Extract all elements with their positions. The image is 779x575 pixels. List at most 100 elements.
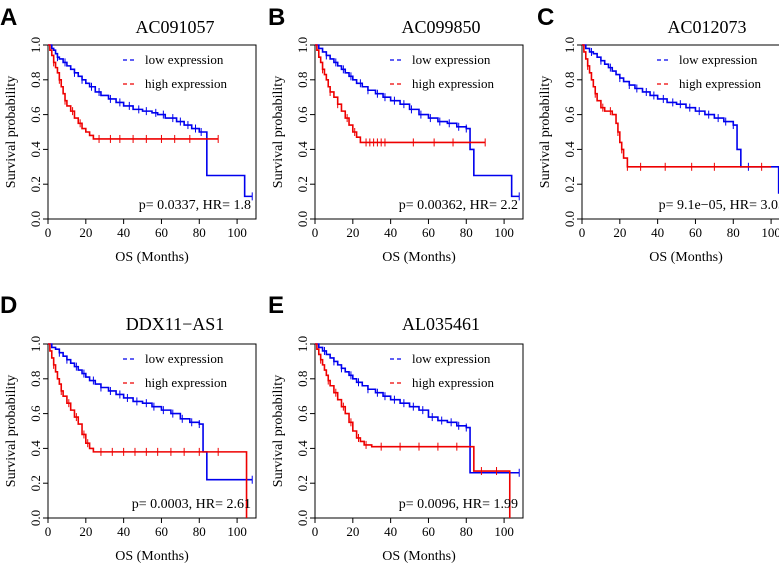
y-tick-label: 1.0 <box>295 336 310 352</box>
y-tick-label: 0.8 <box>28 371 43 387</box>
y-tick-label: 0.6 <box>28 106 43 123</box>
chart-title: AC012073 <box>667 17 746 37</box>
series-high-expression <box>48 44 219 143</box>
series-low-expression <box>315 343 520 477</box>
x-tick-label: 60 <box>155 225 168 240</box>
y-tick-label: 0.0 <box>28 510 43 526</box>
x-tick-label: 20 <box>346 524 359 539</box>
km-panel-d: D DDX11−AS1 0.0 0.2 0.4 0.6 0.8 1.0 0 20 40 60 80 100… <box>0 292 257 564</box>
y-tick-label: 0.6 <box>295 106 310 123</box>
x-tick-label: 100 <box>494 524 514 539</box>
chart-title: AC099850 <box>401 17 480 37</box>
stats-annotation: p= 0.00362, HR= 2.2 <box>399 198 518 213</box>
x-axis-label: OS (Months) <box>382 549 456 564</box>
x-tick-label: 100 <box>494 225 514 240</box>
x-tick-label: 60 <box>155 524 168 539</box>
y-tick-label: 0.6 <box>562 106 577 123</box>
x-tick-label: 80 <box>193 225 206 240</box>
x-tick-label: 100 <box>227 225 247 240</box>
y-tick-label: 0.2 <box>562 176 577 192</box>
x-tick-label: 60 <box>422 225 435 240</box>
x-tick-label: 60 <box>689 225 702 240</box>
y-tick-label: 1.0 <box>295 37 310 53</box>
plot-frame <box>47 343 257 519</box>
km-panel-a: A AC091057 0.0 0.2 0.4 0.6 0.8 1.0 0 20 40 60 80 100 O… <box>0 4 257 265</box>
chart-title: AL035461 <box>402 314 480 334</box>
y-tick-label: 0.8 <box>295 371 310 387</box>
x-tick-label: 20 <box>613 225 626 240</box>
legend-label: high expression <box>145 76 227 91</box>
x-tick-label: 40 <box>651 225 664 240</box>
x-tick-label: 80 <box>727 225 740 240</box>
survival-curve <box>48 44 219 140</box>
legend-label: high expression <box>412 375 494 390</box>
survival-curve <box>315 343 520 474</box>
x-tick-label: 20 <box>79 225 92 240</box>
x-tick-label: 80 <box>460 225 473 240</box>
legend-label: low expression <box>412 351 491 366</box>
stats-annotation: p= 0.0096, HR= 1.99 <box>399 497 518 512</box>
km-panel-c: C AC012073 0.0 0.2 0.4 0.6 0.8 1.0 0 20 40 60 80 100 O… <box>537 4 779 265</box>
x-axis-label: OS (Months) <box>115 250 189 265</box>
x-tick-label: 80 <box>193 524 206 539</box>
y-tick-label: 1.0 <box>562 37 577 53</box>
x-axis-label: OS (Months) <box>115 549 189 564</box>
x-tick-label: 40 <box>117 225 130 240</box>
y-tick-label: 0.4 <box>295 440 310 457</box>
x-tick-label: 0 <box>312 524 319 539</box>
x-tick-label: 80 <box>460 524 473 539</box>
y-tick-label: 0.6 <box>28 405 43 422</box>
x-axis-label: OS (Months) <box>382 250 456 265</box>
legend-label: high expression <box>679 76 761 91</box>
series-high-expression <box>48 343 248 518</box>
plot-frame <box>314 44 524 220</box>
legend-label: low expression <box>145 52 224 67</box>
survival-curve <box>48 343 248 518</box>
y-axis-label: Survival probability <box>4 375 19 487</box>
y-tick-label: 1.0 <box>28 336 43 352</box>
km-panel-b: B AC099850 0.0 0.2 0.4 0.6 0.8 1.0 0 20 40 60 80 100 O… <box>268 4 524 265</box>
y-axis-label: Survival probability <box>538 76 553 188</box>
x-tick-label: 20 <box>346 225 359 240</box>
panel-letter: E <box>268 292 284 319</box>
y-tick-label: 0.2 <box>28 176 43 192</box>
y-tick-label: 0.6 <box>295 405 310 422</box>
y-tick-label: 0.8 <box>562 72 577 88</box>
stats-annotation: p= 0.0003, HR= 2.61 <box>132 497 251 512</box>
y-tick-label: 0.4 <box>562 141 577 158</box>
x-axis-label: OS (Months) <box>649 250 723 265</box>
y-axis-label: Survival probability <box>4 76 19 188</box>
x-tick-label: 60 <box>422 524 435 539</box>
y-tick-label: 0.0 <box>28 211 43 227</box>
series-high-expression <box>315 44 486 147</box>
legend-label: high expression <box>145 375 227 390</box>
x-tick-label: 40 <box>384 225 397 240</box>
y-tick-label: 0.0 <box>295 510 310 526</box>
legend-label: high expression <box>412 76 494 91</box>
y-tick-label: 0.4 <box>28 440 43 457</box>
plot-frame <box>47 44 257 220</box>
x-tick-label: 0 <box>579 225 586 240</box>
series-low-expression <box>48 44 253 201</box>
series-low-expression <box>48 343 253 484</box>
y-axis-label: Survival probability <box>271 76 286 188</box>
y-axis-label: Survival probability <box>271 375 286 487</box>
survival-curve <box>582 44 772 168</box>
x-tick-label: 40 <box>384 524 397 539</box>
y-tick-label: 0.4 <box>295 141 310 158</box>
km-panel-e: E AL035461 0.0 0.2 0.4 0.6 0.8 1.0 0 20 40 60 80 100 O… <box>268 292 524 564</box>
y-tick-label: 0.2 <box>295 176 310 192</box>
legend-label: low expression <box>412 52 491 67</box>
survival-curve <box>48 44 253 198</box>
panel-letter: B <box>268 4 285 31</box>
y-tick-label: 0.8 <box>28 72 43 88</box>
x-tick-label: 0 <box>45 225 52 240</box>
y-tick-label: 0.4 <box>28 141 43 158</box>
panel-letter: D <box>0 292 17 319</box>
stats-annotation: p= 0.0337, HR= 1.8 <box>139 198 251 213</box>
legend-label: low expression <box>679 52 758 67</box>
y-tick-label: 0.0 <box>562 211 577 227</box>
y-tick-label: 0.2 <box>28 475 43 491</box>
plot-frame <box>314 343 524 519</box>
